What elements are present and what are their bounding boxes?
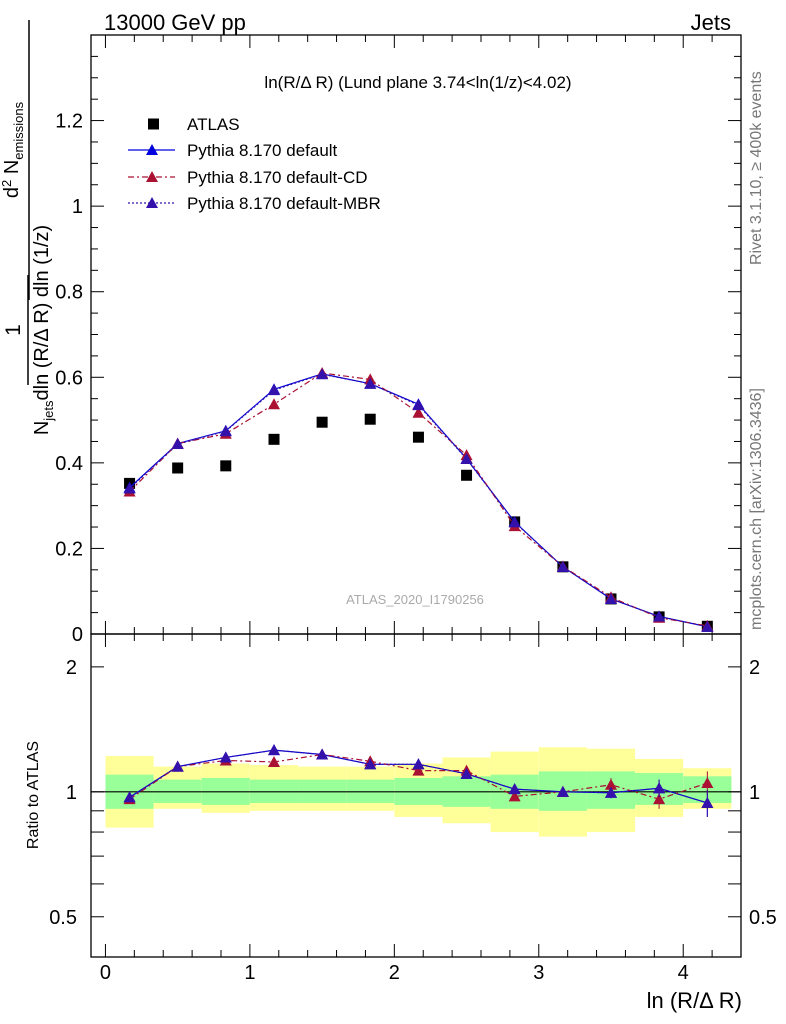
- y-tick-label: 0.4: [55, 453, 83, 475]
- mc-point-mbr: [123, 482, 136, 494]
- x-tick-label: 1: [244, 962, 255, 984]
- mc-point-mbr: [171, 438, 184, 450]
- svg-text:1: 1: [2, 324, 25, 336]
- header-left: 13000 GeV pp: [104, 10, 246, 35]
- legend-label: Pythia 8.170 default: [187, 141, 338, 160]
- ratio-point-mbr: [123, 791, 136, 803]
- x-axis-label: ln (R/Δ R): [647, 988, 742, 1013]
- ratio-y-tick-label: 1: [749, 782, 760, 804]
- y-tick-label: 1: [72, 196, 83, 218]
- ratio-point-mbr: [460, 767, 473, 779]
- ratio-point-cd: [508, 790, 521, 802]
- x-tick-label: 2: [389, 962, 400, 984]
- mc-point-mbr: [316, 368, 329, 380]
- ratio-point-mbr: [605, 786, 617, 798]
- watermark: ATLAS_2020_I1790256: [346, 592, 484, 607]
- atlas-data-point: [220, 460, 232, 472]
- main-ylabel-numerator: d2 Nemissions: [0, 101, 26, 198]
- ratio-point-mbr: [219, 751, 232, 763]
- mc-point-mbr: [460, 453, 473, 465]
- mc-point-mbr: [701, 620, 714, 632]
- ratio-point-mbr: [701, 796, 714, 808]
- header-right: Jets: [691, 10, 731, 35]
- atlas-data-point: [172, 462, 184, 474]
- atlas-data-point: [268, 433, 280, 445]
- ratio-y-tick-label: 0.5: [49, 907, 77, 929]
- legend-marker-cd: [146, 171, 158, 182]
- legend-label: Pythia 8.170 default-CD: [187, 168, 368, 187]
- mc-point-cd: [412, 406, 425, 418]
- x-tick-label: 4: [678, 962, 689, 984]
- ratio-y-tick-label: 1: [66, 782, 77, 804]
- ratio-plot-frame: [90, 633, 742, 958]
- ratio-point-mbr: [364, 758, 377, 770]
- legend-marker-default: [146, 144, 158, 155]
- ratio-point-cd: [268, 755, 281, 767]
- x-tick-label: 3: [533, 962, 544, 984]
- ratio-point-cd: [605, 778, 617, 790]
- mc-point-mbr: [364, 377, 377, 389]
- ratio-point-mbr: [556, 785, 569, 797]
- mc-point-mbr: [605, 592, 617, 604]
- svg-text:d2 Nemissions: d2 Nemissions: [0, 101, 26, 198]
- ratio-point-mbr: [653, 782, 666, 794]
- ratio-point-cd: [653, 793, 666, 805]
- plot-title: ln(R/Δ R) (Lund plane 3.74<ln(1/z)<4.02): [264, 73, 571, 92]
- atlas-data-point: [364, 413, 376, 425]
- x-tick-label: 0: [100, 962, 111, 984]
- ratio-y-tick-label: 2: [749, 657, 760, 679]
- y-tick-label: 0.8: [55, 282, 83, 304]
- legend-atlas-marker: [148, 118, 159, 130]
- mc-point-mbr: [219, 425, 232, 437]
- ratio-point-mbr: [412, 758, 425, 770]
- ratio-y-tick-label: 0.5: [749, 907, 777, 929]
- atlas-data-point: [412, 431, 424, 443]
- mc-point-mbr: [556, 560, 569, 572]
- y-tick-label: 0.6: [55, 367, 83, 389]
- main-ylabel: 1 Njetsdln (R/Δ R) dln (1/z): [2, 225, 56, 435]
- mc-point-mbr: [412, 399, 425, 411]
- ratio-point-mbr: [316, 748, 329, 760]
- atlas-data-point: [316, 416, 328, 428]
- legend-label: Pythia 8.170 default-MBR: [187, 194, 381, 213]
- atlas-data-point: [461, 469, 473, 481]
- y-tick-label: 0.2: [55, 538, 83, 560]
- svg-text:Njetsdln (R/Δ R) dln (1/z): Njetsdln (R/Δ R) dln (1/z): [31, 225, 56, 435]
- mc-point-mbr: [508, 516, 521, 528]
- mc-point-cd: [268, 398, 281, 410]
- mc-point-mbr: [268, 384, 281, 396]
- ratio-point-mbr: [508, 783, 521, 795]
- legend-marker-mbr: [146, 197, 158, 208]
- ratio-ylabel: Ratio to ATLAS: [25, 741, 42, 849]
- y-tick-label: 0: [72, 624, 83, 646]
- rivet-label: Rivet 3.1.10, ≥ 400k events: [748, 71, 765, 265]
- ratio-point-cd: [412, 764, 425, 776]
- mc-point-mbr: [653, 610, 666, 622]
- ratio-point-cd: [701, 777, 714, 789]
- ratio-point-mbr: [268, 744, 281, 756]
- y-tick-label: 1.2: [55, 111, 83, 133]
- ratio-point-mbr: [171, 760, 184, 772]
- mcplots-label: mcplots.cern.ch [arXiv:1306.3436]: [748, 388, 765, 630]
- ratio-y-tick-label: 2: [66, 657, 77, 679]
- legend-label: ATLAS: [187, 115, 240, 134]
